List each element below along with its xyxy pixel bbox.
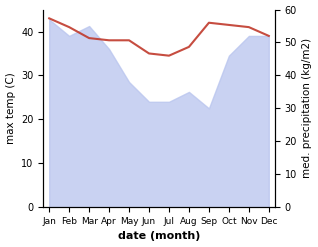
- X-axis label: date (month): date (month): [118, 231, 200, 242]
- Y-axis label: med. precipitation (kg/m2): med. precipitation (kg/m2): [302, 38, 313, 178]
- Y-axis label: max temp (C): max temp (C): [5, 72, 16, 144]
